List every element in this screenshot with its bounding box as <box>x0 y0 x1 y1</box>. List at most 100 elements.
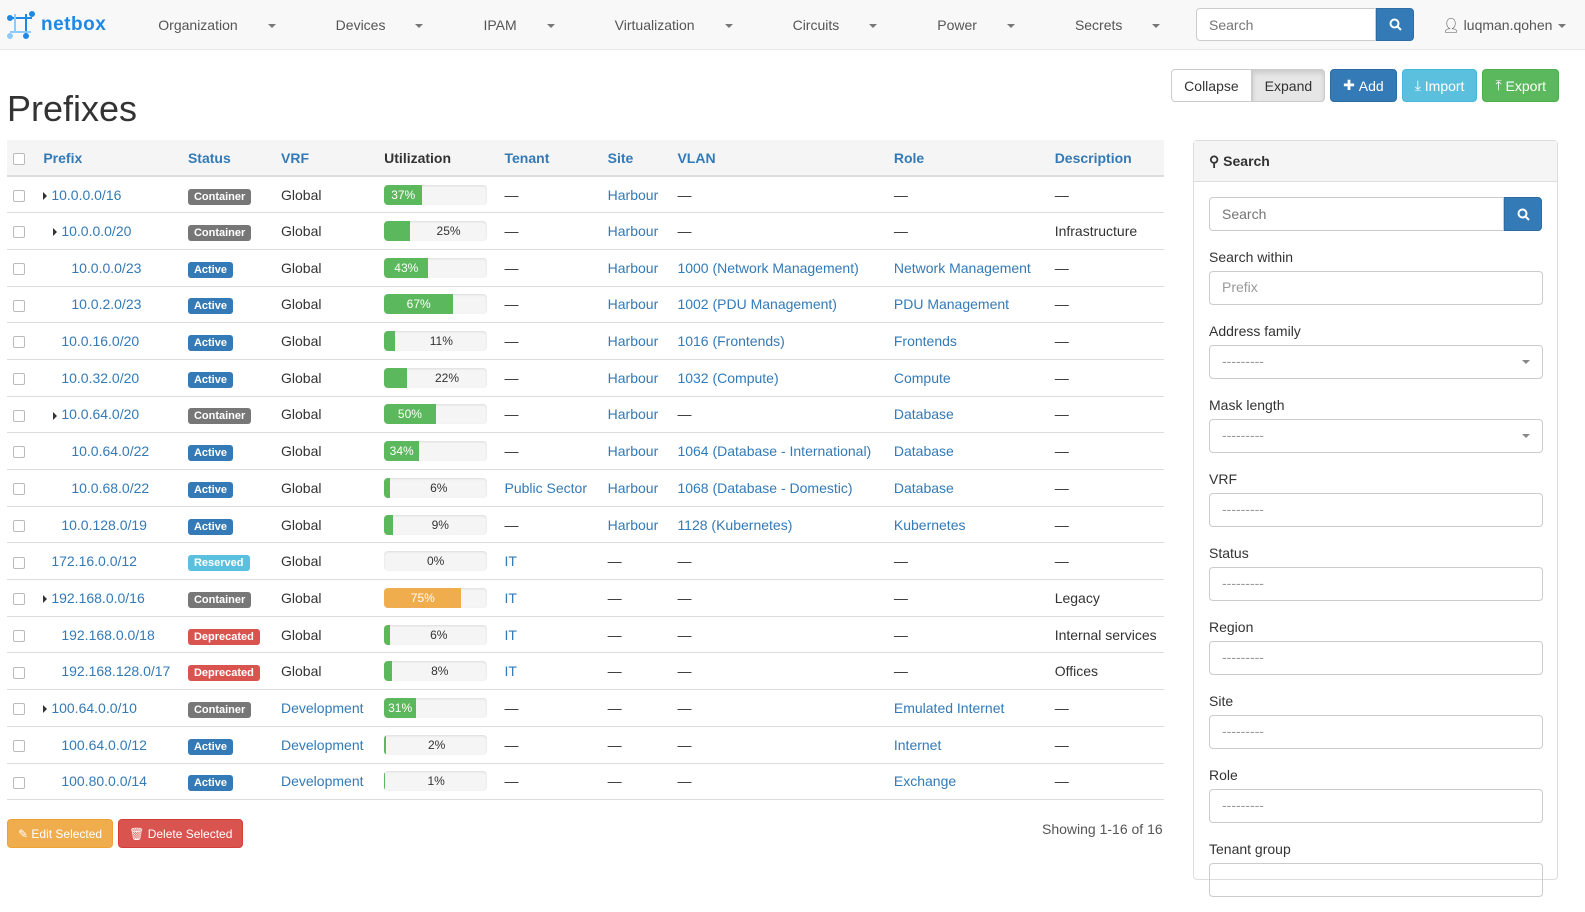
tenant-value[interactable]: IT <box>504 553 517 570</box>
tenant-group-input[interactable] <box>1209 863 1543 897</box>
vlan-value[interactable]: 1068 (Database - Domestic) <box>677 479 853 496</box>
column-header-vlan[interactable]: VLAN <box>671 140 888 177</box>
expand-button[interactable]: Expand <box>1251 69 1326 102</box>
vrf-value[interactable]: Development <box>281 699 364 716</box>
row-checkbox[interactable] <box>13 703 25 716</box>
role-input[interactable]: --------- <box>1209 789 1543 823</box>
nav-menu-ipam[interactable]: IPAM <box>468 17 569 33</box>
site-value[interactable]: Harbour <box>607 223 659 240</box>
prefix-link[interactable]: 10.0.32.0/20 <box>61 369 140 386</box>
row-checkbox[interactable] <box>13 483 25 496</box>
role-value[interactable]: Database <box>893 479 954 496</box>
column-header-site[interactable]: Site <box>601 140 672 177</box>
caret-right-icon[interactable] <box>43 705 48 714</box>
site-value[interactable]: Harbour <box>607 333 659 350</box>
role-value[interactable]: Internet <box>893 736 942 753</box>
column-header-description[interactable]: Description <box>1048 140 1164 177</box>
vrf-input[interactable]: --------- <box>1209 493 1543 527</box>
row-checkbox[interactable] <box>13 409 25 422</box>
role-value[interactable]: Exchange <box>893 773 957 790</box>
row-checkbox[interactable] <box>13 373 25 386</box>
nav-search-input[interactable] <box>1196 8 1376 41</box>
row-checkbox[interactable] <box>13 776 25 789</box>
prefix-link[interactable]: 10.0.16.0/20 <box>61 333 140 350</box>
delete-selected-button[interactable]: 🗑︎ Delete Selected <box>118 819 244 848</box>
tenant-value[interactable]: Public Sector <box>504 479 587 496</box>
vlan-value[interactable]: 1032 (Compute) <box>677 369 779 386</box>
prefix-link[interactable]: 100.64.0.0/10 <box>51 699 137 716</box>
edit-selected-button[interactable]: ✎ Edit Selected <box>7 819 114 848</box>
vlan-value[interactable]: 1002 (PDU Management) <box>677 296 837 313</box>
collapse-button[interactable]: Collapse <box>1171 69 1252 102</box>
role-value[interactable]: Frontends <box>893 333 957 350</box>
vlan-value[interactable]: 1128 (Kubernetes) <box>677 516 793 533</box>
tenant-value[interactable]: IT <box>504 626 517 643</box>
caret-right-icon[interactable] <box>43 191 48 200</box>
select-all-checkbox[interactable] <box>13 152 25 165</box>
row-checkbox[interactable] <box>13 739 25 752</box>
column-header-tenant[interactable]: Tenant <box>498 140 602 177</box>
prefix-link[interactable]: 10.0.64.0/22 <box>71 443 150 460</box>
prefix-link[interactable]: 100.80.0.0/14 <box>61 773 147 790</box>
prefix-link[interactable]: 192.168.128.0/17 <box>61 663 171 680</box>
row-checkbox[interactable] <box>13 263 25 276</box>
panel-search-button[interactable] <box>1504 197 1542 231</box>
prefix-link[interactable]: 10.0.64.0/20 <box>61 406 140 423</box>
site-input[interactable]: --------- <box>1209 715 1543 749</box>
vrf-value[interactable]: Development <box>281 736 364 753</box>
prefix-link[interactable]: 192.168.0.0/18 <box>61 626 155 643</box>
role-value[interactable]: Compute <box>893 369 951 386</box>
nav-search-button[interactable] <box>1376 8 1414 41</box>
tenant-value[interactable]: IT <box>504 663 517 680</box>
site-value[interactable]: Harbour <box>607 406 659 423</box>
site-value[interactable]: Harbour <box>607 479 659 496</box>
role-value[interactable]: Database <box>893 406 954 423</box>
site-value[interactable]: Harbour <box>607 369 659 386</box>
prefix-link[interactable]: 192.168.0.0/16 <box>51 589 145 606</box>
panel-search-input[interactable] <box>1209 197 1505 231</box>
row-checkbox[interactable] <box>13 556 25 569</box>
caret-right-icon[interactable] <box>53 411 58 420</box>
tenant-value[interactable]: IT <box>504 589 517 606</box>
nav-menu-circuits[interactable]: Circuits <box>778 17 893 33</box>
prefix-link[interactable]: 10.0.0.0/23 <box>71 259 142 276</box>
row-checkbox[interactable] <box>13 446 25 459</box>
vlan-value[interactable]: 1016 (Frontends) <box>677 333 785 350</box>
role-value[interactable]: PDU Management <box>893 296 1010 313</box>
column-header-role[interactable]: Role <box>887 140 1049 177</box>
prefix-link[interactable]: 100.64.0.0/12 <box>61 736 147 753</box>
vrf-value[interactable]: Development <box>281 773 364 790</box>
import-button[interactable]: ⤓ Import <box>1401 69 1478 102</box>
row-checkbox[interactable] <box>13 666 25 679</box>
nav-menu-power[interactable]: Power <box>922 17 1030 33</box>
site-value[interactable]: Harbour <box>607 443 659 460</box>
region-input[interactable]: --------- <box>1209 641 1543 675</box>
role-value[interactable]: Database <box>893 443 954 460</box>
user-menu[interactable]: 👤︎ luqman.qohen <box>1442 17 1567 34</box>
mask-length-select[interactable]: --------- <box>1209 419 1543 453</box>
column-header-status[interactable]: Status <box>181 140 275 177</box>
prefix-link[interactable]: 10.0.128.0/19 <box>61 516 147 533</box>
prefix-link[interactable]: 10.0.0.0/20 <box>61 223 132 240</box>
search-within-input[interactable]: Prefix <box>1209 271 1543 305</box>
site-value[interactable]: Harbour <box>607 186 659 203</box>
role-value[interactable]: Network Management <box>893 259 1031 276</box>
caret-right-icon[interactable] <box>53 228 58 237</box>
brand-logo[interactable]: netbox <box>7 10 106 39</box>
address-family-select[interactable]: --------- <box>1209 345 1543 379</box>
vlan-value[interactable]: 1064 (Database - International) <box>677 443 872 460</box>
site-value[interactable]: Harbour <box>607 516 659 533</box>
row-checkbox[interactable] <box>13 336 25 349</box>
export-button[interactable]: ⤒ Export <box>1482 69 1559 102</box>
row-checkbox[interactable] <box>13 593 25 606</box>
nav-menu-secrets[interactable]: Secrets <box>1060 17 1175 33</box>
nav-menu-virtualization[interactable]: Virtualization <box>600 17 748 33</box>
status-input[interactable]: --------- <box>1209 567 1543 601</box>
site-value[interactable]: Harbour <box>607 259 659 276</box>
row-checkbox[interactable] <box>13 299 25 312</box>
site-value[interactable]: Harbour <box>607 296 659 313</box>
row-checkbox[interactable] <box>13 189 25 202</box>
add-button[interactable]: ✚ Add <box>1330 69 1397 102</box>
role-value[interactable]: Emulated Internet <box>893 699 1005 716</box>
vlan-value[interactable]: 1000 (Network Management) <box>677 259 859 276</box>
